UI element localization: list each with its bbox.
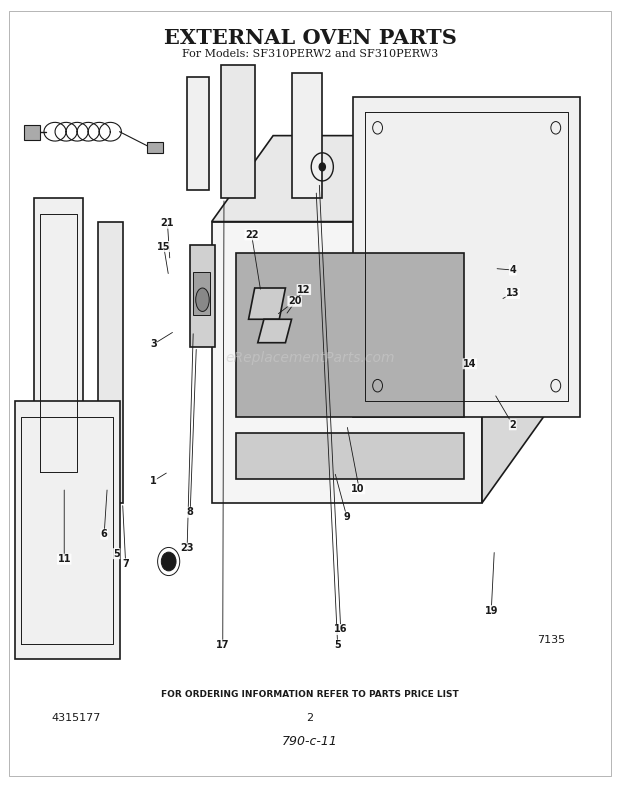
Polygon shape — [15, 401, 120, 660]
Polygon shape — [33, 198, 82, 487]
Polygon shape — [249, 288, 285, 320]
Text: 8: 8 — [187, 508, 193, 517]
Text: 17: 17 — [216, 640, 229, 650]
Polygon shape — [258, 320, 291, 342]
Text: 4: 4 — [510, 265, 516, 275]
Ellipse shape — [196, 288, 209, 312]
Text: 7: 7 — [122, 559, 129, 569]
Text: 7135: 7135 — [538, 634, 565, 645]
Polygon shape — [190, 245, 215, 346]
Text: eReplacementParts.com: eReplacementParts.com — [225, 351, 395, 365]
Text: EXTERNAL OVEN PARTS: EXTERNAL OVEN PARTS — [164, 28, 456, 48]
Bar — [147, 142, 162, 153]
Text: 16: 16 — [334, 625, 347, 634]
Text: 5: 5 — [334, 640, 341, 650]
Text: 790-c-11: 790-c-11 — [282, 735, 338, 748]
Text: 15: 15 — [157, 242, 171, 252]
Polygon shape — [236, 253, 464, 417]
Polygon shape — [221, 65, 255, 198]
Text: 4315177: 4315177 — [52, 713, 101, 722]
Polygon shape — [211, 222, 482, 503]
Text: 13: 13 — [506, 289, 520, 298]
Text: 10: 10 — [351, 484, 365, 493]
Polygon shape — [236, 433, 464, 479]
Text: 21: 21 — [161, 218, 174, 228]
Text: 5: 5 — [113, 549, 120, 559]
Text: 1: 1 — [150, 476, 157, 486]
Text: 2: 2 — [510, 419, 516, 430]
Bar — [193, 272, 210, 316]
Text: 2: 2 — [306, 713, 314, 722]
Text: For Models: SF310PERW2 and SF310PERW3: For Models: SF310PERW2 and SF310PERW3 — [182, 49, 438, 58]
Polygon shape — [353, 97, 580, 417]
Polygon shape — [291, 73, 322, 198]
Polygon shape — [211, 135, 544, 222]
Polygon shape — [482, 135, 544, 503]
Text: 20: 20 — [288, 296, 301, 306]
Circle shape — [161, 552, 176, 571]
Text: 23: 23 — [180, 543, 194, 553]
Polygon shape — [187, 77, 208, 190]
Text: 11: 11 — [58, 554, 71, 564]
Text: FOR ORDERING INFORMATION REFER TO PARTS PRICE LIST: FOR ORDERING INFORMATION REFER TO PARTS … — [161, 690, 459, 699]
Text: 6: 6 — [101, 529, 107, 539]
Text: 14: 14 — [463, 359, 477, 369]
Text: 3: 3 — [150, 339, 157, 349]
Polygon shape — [98, 222, 123, 503]
Text: 19: 19 — [484, 606, 498, 615]
Bar — [24, 125, 40, 139]
Text: 22: 22 — [245, 230, 259, 240]
Text: 9: 9 — [343, 512, 350, 522]
Text: 12: 12 — [297, 285, 311, 294]
Circle shape — [319, 163, 326, 171]
